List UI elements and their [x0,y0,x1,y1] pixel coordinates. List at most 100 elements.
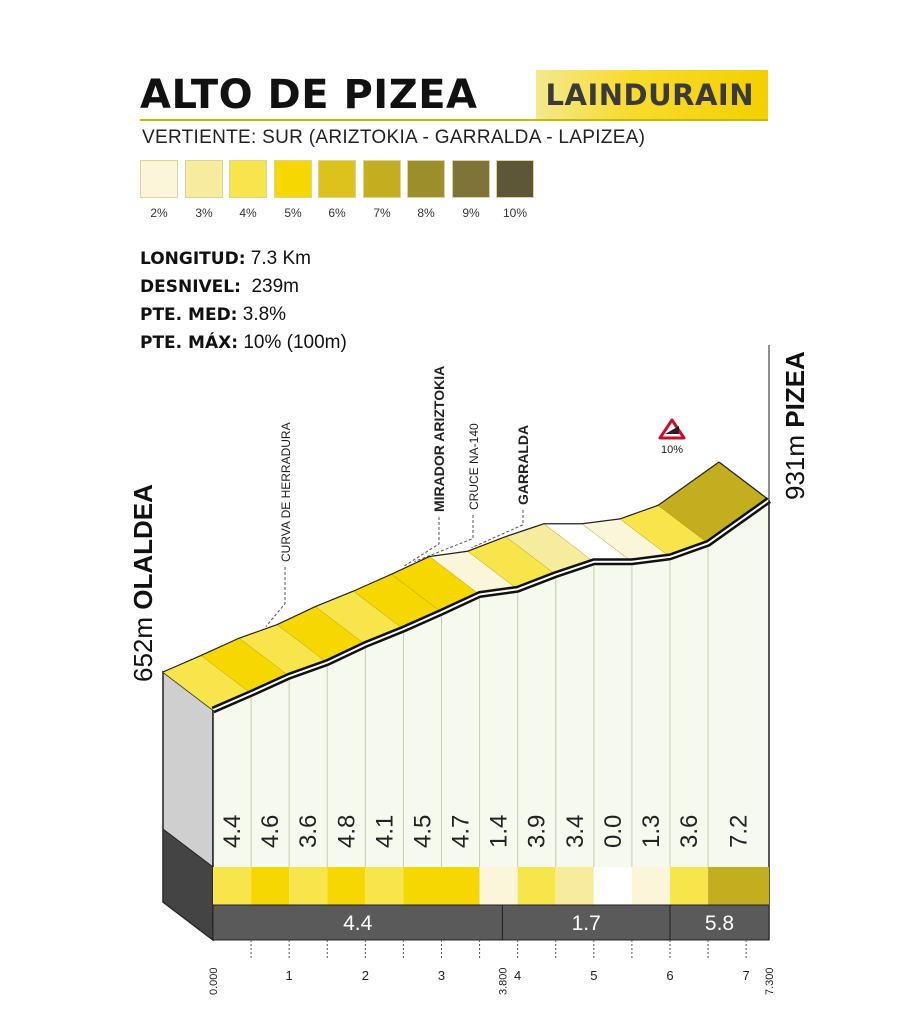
annotation-label: CURVA DE HERRADURA [279,422,293,562]
x-tick-label: 7.300 [764,967,776,995]
annotation-leader [471,510,524,549]
annotation-leader [414,515,474,563]
finish-label: 931m PIZEA [780,351,810,500]
legend-label: 6% [328,206,346,220]
segment-color-cell [441,867,480,905]
page-title: ALTO DE PIZEA [140,72,478,118]
segment-color-cell [365,867,404,905]
stat-longitud: LONGITUD: 7.3 Km [140,245,347,273]
sector-bar [669,904,770,941]
legend-label: 9% [462,206,480,220]
segment-color-cell [327,867,366,905]
sector-gradient-label: 1.7 [572,912,601,935]
legend-label: 5% [284,206,302,220]
segment-color-cell [251,867,290,905]
segment-gradient-label: 1.4 [486,815,513,848]
segment-gradient-label: 1.3 [638,815,665,848]
finish-altitude: 931m [780,428,810,500]
legend-swatch-10 [496,160,534,198]
x-tick-label: 4 [514,968,521,983]
sector-gradient-label: 4.4 [343,912,373,935]
segment-gradient-label: 4.8 [333,815,360,848]
segment-color-cell [708,867,769,905]
segment-color-cell [289,867,328,905]
finish-name: PIZEA [780,351,810,428]
segment-gradient-label: 7.2 [726,815,753,848]
x-tick-label: 3 [438,968,445,983]
segment-color-cell [213,867,252,905]
legend-swatch-2 [140,160,178,198]
x-tick-label: 1 [286,968,293,983]
annotation-label: MIRADOR ARIZTOKIA [431,366,447,512]
sector-bar [501,904,671,941]
segment-gradient-label: 3.6 [295,815,322,848]
legend-swatch-5 [274,160,312,198]
stat-value: 7.3 Km [250,248,311,269]
legend-swatch-7 [363,160,401,198]
x-tick-label: 2 [362,968,369,983]
profile-front-face [213,500,769,867]
segment-color-cell [479,867,518,905]
legend-label: 4% [239,206,257,220]
segment-gradient-label: 4.5 [409,815,436,848]
stat-pte-med: PTE. MED: 3.8% [140,301,347,329]
start-label: 652m OLALDEA [128,484,158,682]
stat-desnivel: DESNIVEL: 239m [140,273,347,301]
legend-swatch-4 [229,160,267,198]
annotation-leader [265,567,286,627]
segment-gradient-label: 4.6 [257,815,284,848]
start-name: OLALDEA [128,484,158,610]
legend-label: 8% [417,206,435,220]
steep-slope-icon [665,426,679,434]
legend-swatch-3 [185,160,223,198]
segment-color-cell [555,867,594,905]
x-tick-label: 0.000 [208,967,220,995]
x-tick-label: 7 [743,968,750,983]
annotation-leader [402,517,440,568]
stat-label: PTE. MÁX: [140,333,239,353]
stat-value: 10% (100m) [243,332,347,353]
legend-label: 3% [195,206,213,220]
x-tick-label: 3.800 [497,967,509,995]
profile-end-edge [718,461,770,501]
steep-warning-label: 10% [661,444,683,456]
segment-color-cell [403,867,442,905]
stat-label: DESNIVEL: [140,277,241,297]
segment-gradient-label: 3.6 [676,815,703,848]
climb-stats: LONGITUD: 7.3 Km DESNIVEL: 239m PTE. MED… [140,245,347,357]
brand-banner: LAINDURAIN [536,70,768,120]
segment-color-cell [593,867,632,905]
stat-label: PTE. MED: [140,305,238,325]
title-rule [140,119,768,121]
segment-color-cell [631,867,670,905]
brand-name: LAINDURAIN [545,78,754,112]
legend-swatch-9 [452,160,490,198]
segment-gradient-label: 3.9 [524,815,551,848]
x-tick-label: 6 [666,968,673,983]
profile-top-outline [162,461,720,673]
segment-color-cell [669,867,709,905]
segment-gradient-label: 4.7 [448,815,475,848]
subtitle: VERTIENTE: SUR (ARIZTOKIA - GARRALDA - L… [142,127,646,148]
stat-pte-max: PTE. MÁX: 10% (100m) [140,329,347,357]
stat-value: 239m [251,276,300,297]
sector-gradient-label: 5.8 [705,912,734,935]
annotation-label: CRUCE NA-140 [467,423,481,510]
road-line [212,499,770,711]
legend-swatch-6 [318,160,356,198]
sector-bar [212,904,503,941]
segment-gradient-label: 4.1 [371,815,398,848]
segment-gradient-label: 0.0 [600,815,627,848]
start-altitude: 652m [128,610,158,682]
annotation-label: GARRALDA [515,425,531,505]
legend-label: 2% [150,206,168,220]
legend-label: 7% [373,206,391,220]
steep-warning-icon [658,418,686,440]
segment-gradient-label: 3.4 [562,815,589,848]
x-tick-label: 5 [590,968,597,983]
legend-label: 10% [502,206,528,220]
stat-value: 3.8% [242,304,287,325]
segment-gradient-label: 4.4 [219,815,246,848]
